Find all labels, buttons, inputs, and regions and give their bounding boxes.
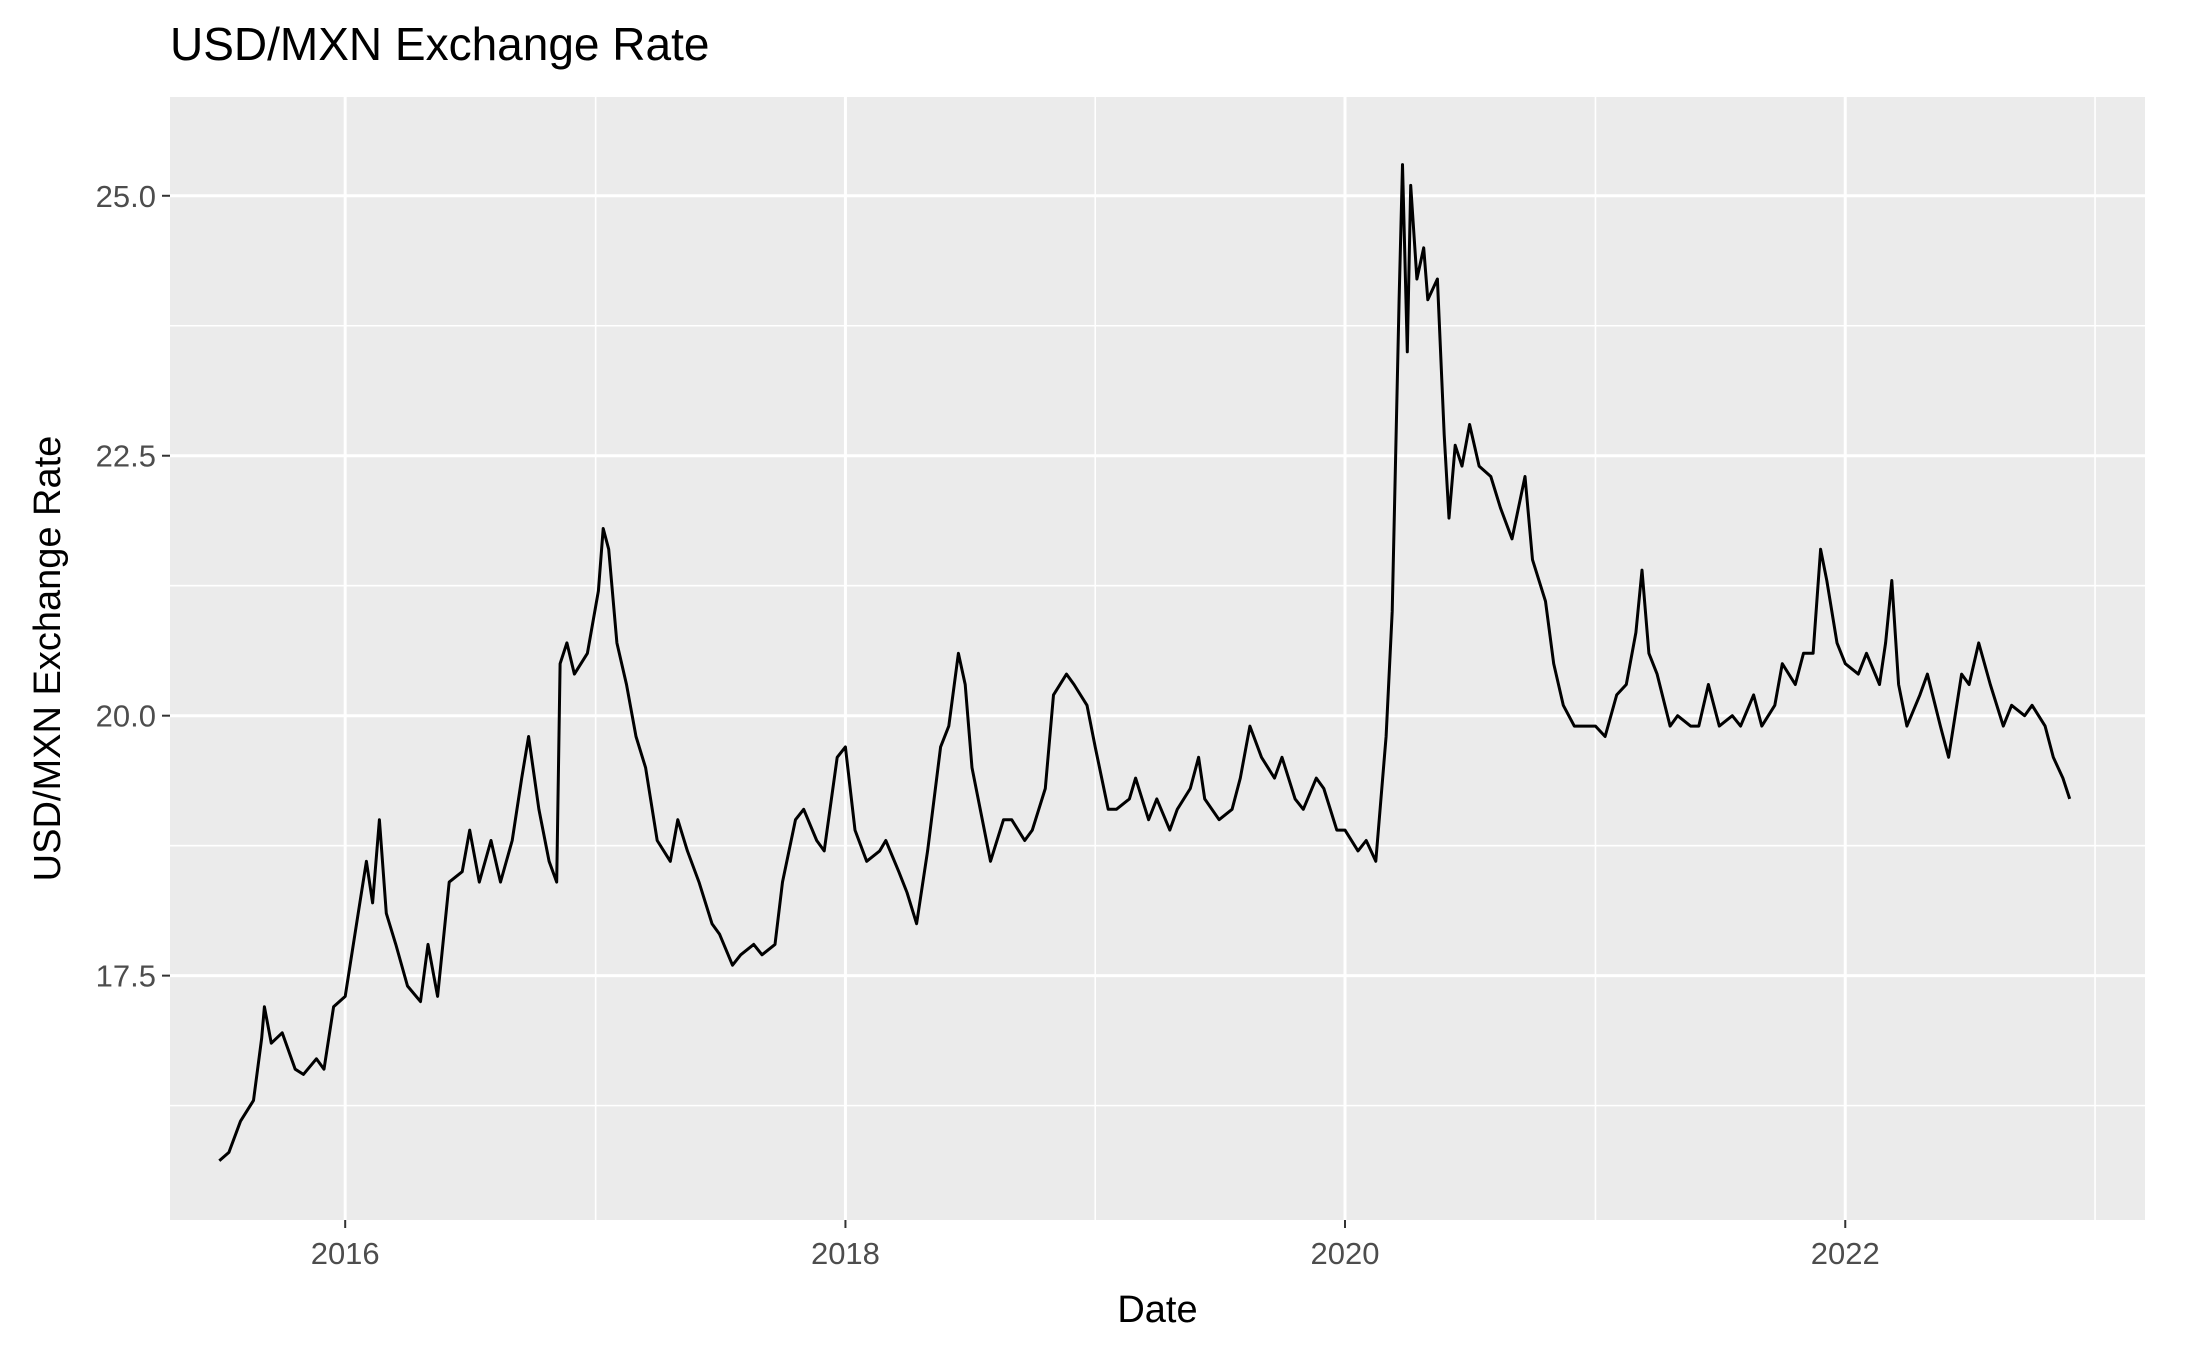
major-gridlines	[170, 97, 2145, 1220]
y-axis-title: USD/MXN Exchange Rate	[27, 436, 69, 882]
x-axis-title: Date	[1117, 1289, 1197, 1331]
x-axis: 2016 2018 2020 2022	[311, 1220, 1880, 1271]
series-line	[218, 163, 2072, 1162]
y-tick-label: 22.5	[96, 439, 156, 474]
y-tick-label: 17.5	[96, 959, 156, 994]
plot-panel	[170, 97, 2145, 1220]
y-axis: 17.5 20.0 22.5 25.0	[96, 179, 170, 994]
x-tick-label: 2016	[311, 1236, 380, 1271]
series-lines	[218, 163, 2072, 1162]
x-tick-label: 2022	[1811, 1236, 1880, 1271]
x-tick-label: 2018	[811, 1236, 880, 1271]
minor-gridlines	[170, 97, 2145, 1220]
x-tick-label: 2020	[1311, 1236, 1380, 1271]
chart-title: USD/MXN Exchange Rate	[170, 18, 709, 70]
y-tick-label: 25.0	[96, 179, 156, 214]
y-tick-label: 20.0	[96, 699, 156, 734]
